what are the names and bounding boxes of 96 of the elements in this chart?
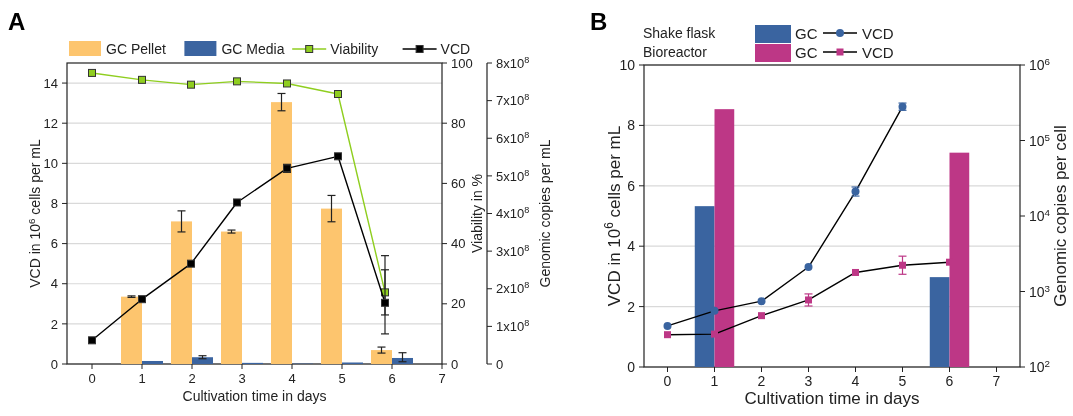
y3-tick-label: 2x10$^{8}$ bbox=[496, 280, 530, 297]
y-tick-label: 12 bbox=[43, 115, 58, 131]
y-tick-label: 8 bbox=[50, 196, 58, 212]
x-tick-label: 7 bbox=[992, 373, 1001, 389]
y2-tick-label: 10$^{4}$ bbox=[1029, 206, 1051, 225]
y-tick-label: 8 bbox=[627, 117, 636, 134]
x-axis-title: Cultivation time in days bbox=[744, 389, 920, 408]
legend-label: GC bbox=[795, 44, 818, 61]
legend-label: GC bbox=[795, 25, 818, 42]
point bbox=[663, 321, 672, 330]
x-tick-label: 5 bbox=[338, 371, 346, 386]
point bbox=[711, 330, 718, 338]
point bbox=[757, 297, 766, 306]
y2-tick-label: 10$^{3}$ bbox=[1029, 282, 1051, 300]
chart-title: B bbox=[590, 8, 608, 35]
chart-title: A bbox=[8, 8, 26, 35]
point bbox=[804, 263, 813, 272]
text: Shake flask bbox=[643, 25, 717, 41]
y2-tick-label: 80 bbox=[451, 115, 466, 131]
text: Bioreactor bbox=[643, 44, 708, 60]
y-tick-label: 10 bbox=[43, 156, 58, 172]
point bbox=[334, 90, 342, 98]
x-tick-label: 6 bbox=[388, 371, 396, 386]
x-tick-label: 2 bbox=[188, 371, 196, 386]
y-tick-label: 6 bbox=[50, 236, 58, 252]
y2-tick-label: 10$^{5}$ bbox=[1029, 131, 1051, 149]
y2-tick-label: 10$^{2}$ bbox=[1029, 357, 1051, 376]
point bbox=[187, 259, 195, 268]
y3-tick-label: 0 bbox=[496, 356, 504, 372]
bar bbox=[271, 102, 292, 364]
x-tick-label: 2 bbox=[757, 373, 766, 389]
point bbox=[88, 68, 96, 77]
y3-axis-title: Genomic copies per mL bbox=[537, 139, 553, 288]
bar bbox=[121, 296, 142, 364]
point bbox=[334, 152, 342, 161]
y2-tick-label: 60 bbox=[451, 176, 466, 192]
y2-axis-title: Genomic copies per cell bbox=[1051, 125, 1070, 307]
y-tick-label: 4 bbox=[50, 276, 58, 292]
y-tick-label: 2 bbox=[627, 298, 636, 315]
bar bbox=[142, 360, 163, 364]
point bbox=[664, 331, 671, 339]
legend-label: GC Media bbox=[221, 41, 285, 57]
y2-tick-label: 0 bbox=[451, 356, 459, 372]
point bbox=[138, 295, 146, 304]
point bbox=[899, 261, 906, 269]
y-tick-label: 4 bbox=[627, 238, 636, 255]
y2-tick-label: 100 bbox=[451, 55, 473, 71]
bar bbox=[371, 350, 392, 364]
x-tick-label: 0 bbox=[88, 371, 96, 386]
y3-tick-label: 7x10$^{8}$ bbox=[496, 92, 530, 109]
point bbox=[283, 79, 291, 88]
x-tick-label: 4 bbox=[288, 371, 296, 386]
point bbox=[138, 75, 146, 84]
y3-tick-label: 8x10$^{8}$ bbox=[496, 54, 530, 71]
y3-tick-label: 5x10$^{8}$ bbox=[496, 167, 530, 184]
bar bbox=[221, 231, 242, 364]
legend-label: VCD bbox=[862, 25, 894, 42]
y2-axis-title: Viability in % bbox=[469, 173, 485, 254]
bar bbox=[192, 357, 213, 364]
y-tick-label: 2 bbox=[50, 316, 58, 332]
bar bbox=[171, 221, 192, 364]
legend-label: VCD bbox=[862, 44, 894, 61]
bar bbox=[392, 357, 413, 364]
x-tick-label: 4 bbox=[851, 373, 860, 389]
x-tick-label: 6 bbox=[945, 373, 954, 389]
point bbox=[88, 336, 96, 345]
bar bbox=[321, 208, 342, 364]
point bbox=[233, 77, 241, 86]
y3-tick-label: 1x10$^{8}$ bbox=[496, 318, 530, 335]
legend-label: VCD bbox=[440, 41, 471, 57]
y3-tick-label: 6x10$^{8}$ bbox=[496, 129, 530, 146]
x-axis-title: Cultivation time in days bbox=[182, 388, 327, 404]
legend-label: Viability bbox=[330, 41, 379, 57]
y-tick-label: 6 bbox=[627, 177, 636, 194]
point bbox=[710, 306, 719, 315]
y2-tick-label: 40 bbox=[451, 236, 466, 252]
x-tick-label: 3 bbox=[238, 371, 246, 386]
x-tick-label: 5 bbox=[898, 373, 907, 389]
y2-tick-label: 20 bbox=[451, 296, 466, 312]
y2-tick-label: 10$^{6}$ bbox=[1029, 55, 1051, 74]
point bbox=[233, 198, 241, 207]
y-tick-label: 10 bbox=[619, 57, 636, 74]
x-tick-label: 7 bbox=[438, 371, 446, 386]
point bbox=[852, 268, 859, 276]
y3-tick-label: 4x10$^{8}$ bbox=[496, 205, 530, 222]
point bbox=[187, 80, 195, 89]
x-tick-label: 1 bbox=[138, 371, 146, 386]
legend-label: GC Pellet bbox=[106, 41, 167, 57]
y-tick-label: 0 bbox=[50, 356, 58, 372]
y-tick-label: 14 bbox=[43, 75, 58, 91]
point bbox=[758, 312, 765, 320]
x-tick-label: 1 bbox=[710, 373, 719, 389]
y3-tick-label: 3x10$^{8}$ bbox=[496, 242, 530, 259]
x-tick-label: 0 bbox=[663, 373, 672, 389]
x-tick-label: 3 bbox=[804, 373, 813, 389]
point bbox=[381, 298, 389, 307]
